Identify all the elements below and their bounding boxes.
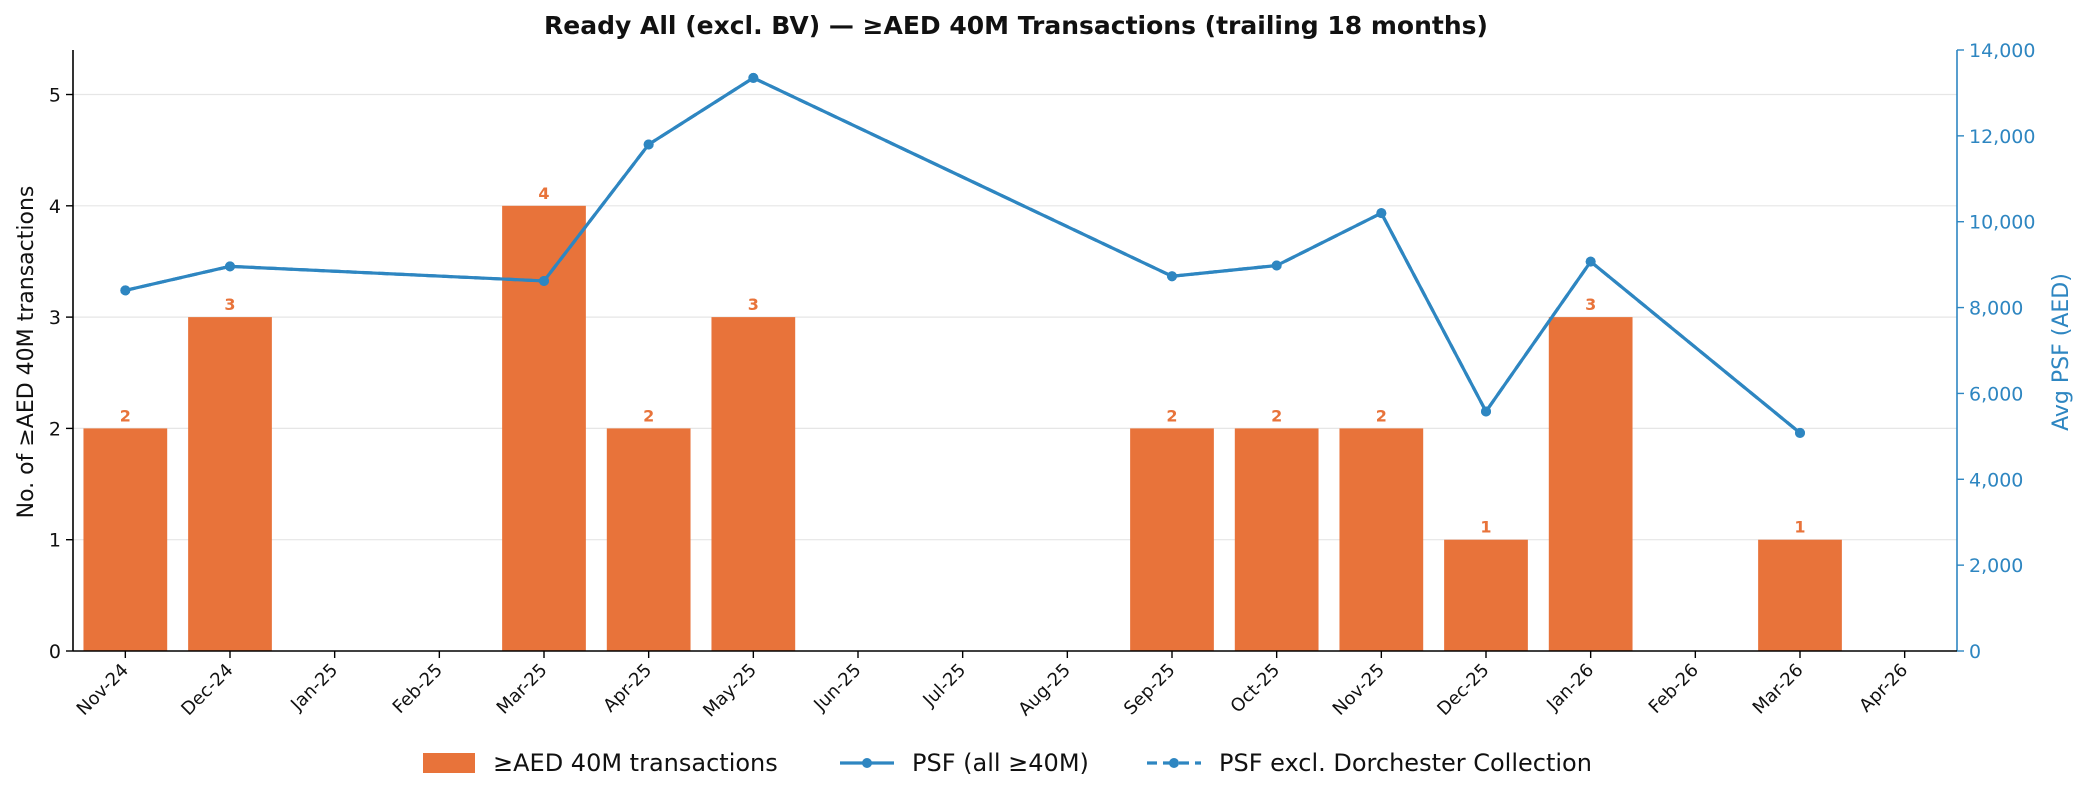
x-tick-label: Sep-25 <box>1120 660 1180 720</box>
chart-title: Ready All (excl. BV) — ≥AED 40M Transact… <box>544 11 1488 40</box>
bar-value-label: 1 <box>1480 518 1491 537</box>
legend-psf-all-marker <box>862 758 872 768</box>
bar <box>1234 428 1319 651</box>
bar-value-label: 4 <box>538 184 549 203</box>
bar-value-label: 2 <box>120 406 131 425</box>
bar-value-label: 2 <box>643 406 654 425</box>
x-tick-label: Aug-25 <box>1014 660 1074 720</box>
y-right-tick-label: 2,000 <box>1969 555 2023 577</box>
y-left-tick-label: 4 <box>49 196 61 218</box>
psf-all-point <box>1585 256 1596 267</box>
psf-excl-dorchester-line <box>124 76 1802 435</box>
psf-all-point <box>643 139 654 150</box>
y-left-tick-label: 5 <box>49 85 61 107</box>
x-tick-label: Jan-25 <box>286 660 342 716</box>
y-right-tick-label: 4,000 <box>1969 469 2023 491</box>
bar-value-label: 1 <box>1794 518 1805 537</box>
bar-value-label: 2 <box>1166 406 1177 425</box>
y-right-tick-label: 8,000 <box>1969 298 2023 320</box>
x-tick-label: Jan-26 <box>1542 660 1598 716</box>
y-right-tick-label: 10,000 <box>1969 212 2035 234</box>
y-right-tick-label: 6,000 <box>1969 383 2023 405</box>
grid-lines <box>73 93 1957 541</box>
x-tick-label: Oct-25 <box>1227 660 1285 718</box>
x-tick-label: Apr-26 <box>1855 660 1912 717</box>
bar <box>606 428 691 651</box>
x-tick-label: Jul-25 <box>918 660 970 712</box>
bar-value-label: 2 <box>1271 406 1282 425</box>
bar <box>83 428 168 651</box>
bar <box>1444 539 1528 651</box>
bar <box>1130 428 1214 651</box>
legend-bar-swatch <box>423 753 475 773</box>
y-axis-right-label: Avg PSF (AED) <box>2049 273 2074 431</box>
axes <box>72 50 1958 652</box>
x-tick-label: Mar-25 <box>493 660 552 719</box>
x-tick-label: Dec-24 <box>177 660 237 720</box>
bar-data-labels: 2 3 4 2 3 2 2 2 1 3 1 <box>120 184 1806 537</box>
bar-value-label: 2 <box>1376 406 1387 425</box>
bar <box>502 205 586 651</box>
legend-psf-all-label: PSF (all ≥40M) <box>912 749 1089 777</box>
x-axis-ticks: Nov-24 Dec-24 Jan-25 Feb-25 Mar-25 Apr-25 May-… <box>73 651 1912 721</box>
x-tick-label: Dec-25 <box>1433 660 1493 720</box>
x-tick-label: Apr-25 <box>599 660 656 717</box>
y-axis-right-ticks: 0 2,000 4,000 6,000 8,000 10,000 12,000 14,000 <box>1957 40 2035 663</box>
legend-psf-excl-marker <box>1169 758 1179 768</box>
x-tick-label: Nov-25 <box>1329 660 1389 720</box>
x-tick-label: Feb-25 <box>389 660 447 718</box>
bar-value-label: 3 <box>224 295 235 314</box>
psf-all-point <box>120 285 131 296</box>
psf-all-point <box>748 72 759 83</box>
psf-all-point <box>1376 208 1387 219</box>
bar-value-label: 3 <box>1585 295 1596 314</box>
y-right-tick-label: 0 <box>1969 641 1981 663</box>
bar <box>188 317 272 651</box>
x-tick-label: Jun-25 <box>809 660 865 716</box>
x-tick-label: Mar-26 <box>1749 660 1808 719</box>
y-right-tick-label: 12,000 <box>1969 126 2035 148</box>
psf-all-point <box>1481 406 1491 417</box>
y-left-tick-label: 2 <box>49 418 61 440</box>
bar <box>1339 428 1424 651</box>
bar-value-label: 3 <box>748 295 759 314</box>
psf-all-line <box>124 76 1802 435</box>
y-left-tick-label: 3 <box>49 307 61 329</box>
x-tick-label: May-25 <box>699 660 761 722</box>
psf-all-point <box>1167 271 1177 282</box>
legend: ≥AED 40M transactions PSF (all ≥40M) PSF e… <box>423 749 1592 777</box>
psf-all-point <box>225 261 235 272</box>
psf-all-point <box>539 275 549 286</box>
bar <box>1548 317 1633 651</box>
x-tick-label: Feb-26 <box>1645 660 1703 718</box>
bar <box>1758 539 1842 651</box>
line-series <box>120 72 1805 438</box>
y-axis-left-ticks: 0 1 2 3 4 5 <box>49 85 73 663</box>
legend-psf-excl-label: PSF excl. Dorchester Collection <box>1219 749 1592 777</box>
x-tick-label: Nov-24 <box>73 660 133 720</box>
legend-bar-label: ≥AED 40M transactions <box>493 749 778 777</box>
y-left-tick-label: 1 <box>49 530 61 552</box>
psf-all-point <box>1795 427 1805 438</box>
y-left-tick-label: 0 <box>49 641 61 663</box>
psf-all-point <box>1271 260 1282 271</box>
y-right-tick-label: 14,000 <box>1969 40 2035 62</box>
y-axis-left-label: No. of ≥AED 40M transactions <box>14 186 39 519</box>
bar <box>711 317 796 651</box>
